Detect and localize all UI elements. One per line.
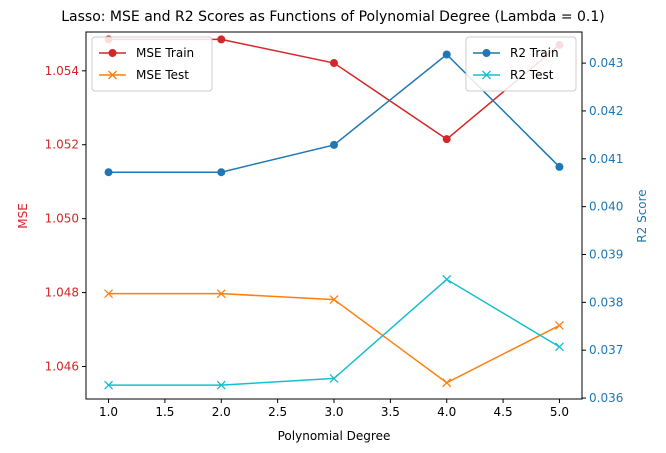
right-tick-label-2: 0.038 [589, 295, 623, 309]
x-tick-label-6: 4.0 [437, 405, 456, 419]
legend-right: R2 Train R2 Test [465, 36, 577, 92]
legend-right-marker-1-stroke-b [482, 70, 491, 80]
left-tick-label-0: 1.046 [45, 359, 79, 373]
legend-left-marker-1 [108, 70, 117, 80]
right-series-1-point-0 [104, 380, 114, 390]
x-tick-label-1: 1.5 [155, 405, 174, 419]
x-axis: 1.0 1.5 2.0 2.5 3.0 3.5 4.0 4.5 5.0 [99, 399, 569, 419]
x-tick-label-3: 2.5 [268, 405, 287, 419]
right-series-1-point-1-stroke-b [216, 380, 226, 390]
x-tick-label-4: 3.0 [324, 405, 343, 419]
left-series-1-point-2-stroke-b [329, 295, 339, 305]
right-series-1-line [108, 278, 560, 386]
right-tick-label-0: 0.036 [589, 391, 623, 405]
right-series-0-point-2 [330, 140, 338, 149]
x-tick-label-5: 3.5 [381, 405, 400, 419]
legend-right-label-1: R2 Test [510, 68, 554, 82]
legend-right-box [465, 36, 577, 92]
plot-content [104, 35, 564, 390]
right-series-1-point-3 [442, 274, 452, 284]
right-series-0-point-1 [217, 168, 226, 177]
right-series-1-point-4-stroke-b [554, 342, 564, 352]
right-series-1-point-2 [329, 373, 339, 383]
right-series-1-point-2-stroke-b [329, 373, 339, 383]
left-tick-label-2: 1.050 [45, 212, 79, 226]
right-axis: 0.036 0.037 0.038 0.039 0.040 0.041 0.042 0.043 [582, 56, 623, 405]
x-tick-label-2: 2.0 [212, 405, 231, 419]
right-series-0-point-4 [555, 162, 564, 171]
right-series-1-point-4 [554, 342, 564, 352]
right-series-1-point-3-stroke-b [442, 274, 452, 284]
x-tick-label-7: 4.5 [494, 405, 513, 419]
chart-title: Lasso: MSE and R2 Scores as Functions of… [61, 9, 605, 25]
legend-left-marker-0 [108, 49, 117, 57]
left-tick-label-1: 1.048 [45, 286, 79, 300]
left-tick-label-4: 1.054 [45, 64, 79, 78]
x-tick-label-8: 5.0 [550, 405, 569, 419]
left-series-0-point-2 [330, 59, 338, 68]
x-axis-label: Polynomial Degree [278, 429, 391, 443]
left-axis-label: MSE [16, 203, 30, 229]
right-series-1-point-1 [216, 380, 226, 390]
right-tick-label-3: 0.039 [589, 247, 623, 261]
left-tick-label-3: 1.052 [45, 138, 79, 152]
right-series-0-point-0 [104, 168, 113, 177]
left-series-1-point-2 [329, 295, 339, 305]
left-axis: 1.046 1.048 1.050 1.052 1.054 [45, 64, 86, 373]
left-series-1-point-3 [442, 378, 452, 388]
left-series-0-point-1 [217, 35, 226, 44]
legend-right-marker-1 [482, 70, 491, 80]
legend-left-box [91, 36, 213, 92]
left-series-1-point-1-stroke-b [216, 289, 226, 299]
left-series-1-point-0 [104, 289, 114, 299]
legend-right-label-0: R2 Train [510, 46, 559, 60]
legend-left-label-0: MSE Train [136, 46, 194, 60]
right-axis-label: R2 Score [635, 189, 649, 242]
right-tick-label-4: 0.040 [589, 200, 623, 214]
legend-right-marker-0 [482, 49, 491, 57]
left-series-0-point-3 [442, 135, 451, 144]
left-series-1-point-4-stroke-b [554, 320, 564, 330]
x-tick-label-0: 1.0 [99, 405, 118, 419]
right-tick-label-5: 0.041 [589, 152, 623, 166]
left-series-1-point-0-stroke-b [104, 289, 114, 299]
legend-left: MSE Train MSE Test [91, 36, 213, 92]
right-tick-label-7: 0.043 [589, 56, 623, 70]
left-series-1-point-3-stroke-b [442, 378, 452, 388]
right-tick-label-6: 0.042 [589, 104, 623, 118]
right-tick-label-1: 0.037 [589, 343, 623, 357]
left-series-1-point-1 [216, 289, 226, 299]
legend-left-label-1: MSE Test [136, 68, 189, 82]
right-series-0-point-3 [442, 50, 451, 59]
legend-left-marker-1-stroke-b [108, 70, 117, 80]
left-series-1-point-4 [554, 320, 564, 330]
right-series-1-point-0-stroke-b [104, 380, 114, 390]
